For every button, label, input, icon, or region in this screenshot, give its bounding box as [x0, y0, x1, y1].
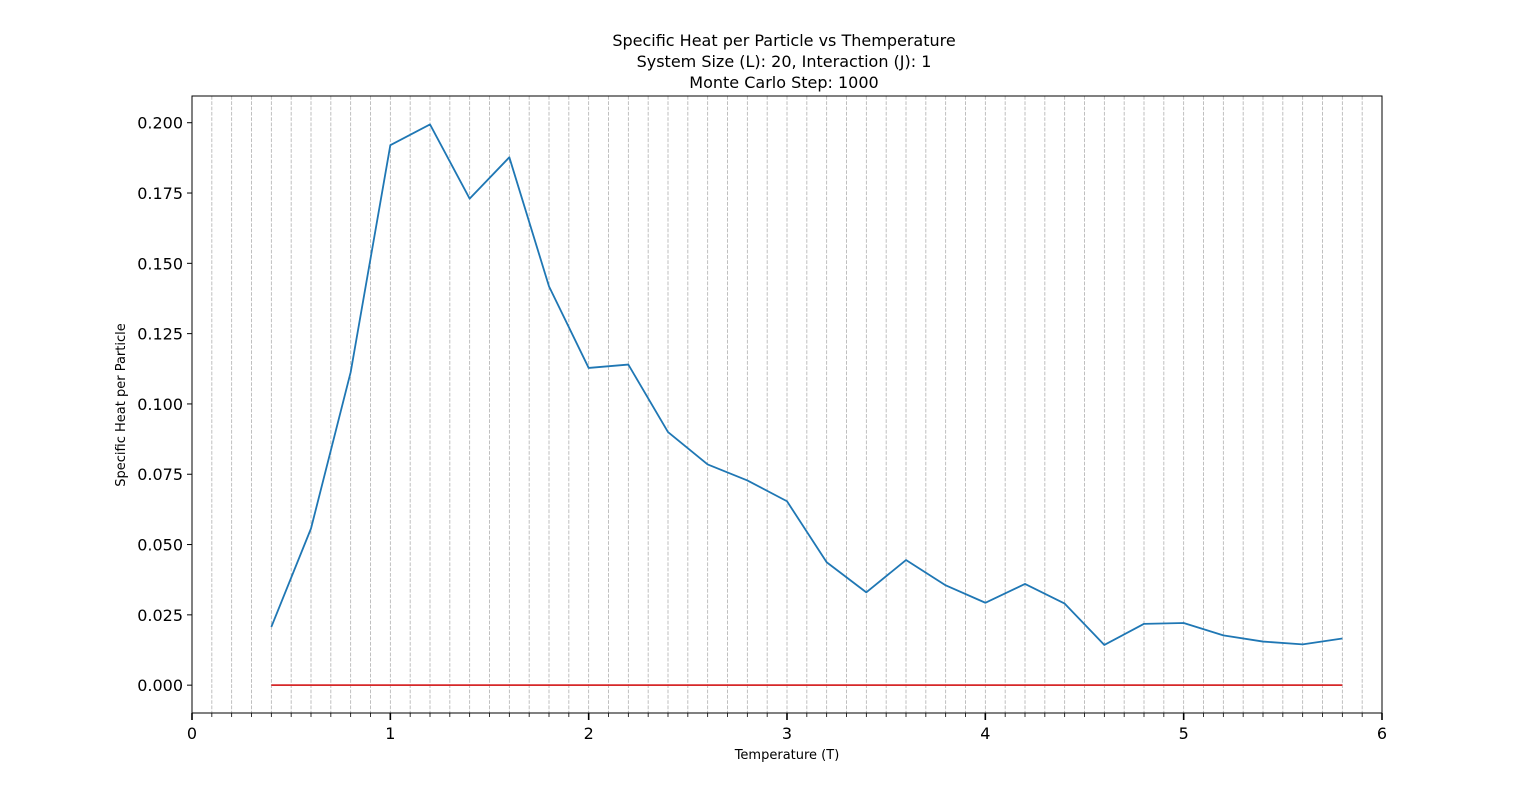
- y-tick-label: 0.175: [137, 184, 183, 203]
- x-tick-label: 1: [385, 724, 395, 743]
- y-tick-label: 0.125: [137, 325, 183, 344]
- grid-lines: [211, 96, 1363, 713]
- chart-title-line-3: Monte Carlo Step: 1000: [689, 73, 878, 92]
- x-tick-label: 0: [187, 724, 197, 743]
- x-tick-label: 2: [584, 724, 594, 743]
- y-tick-label: 0.100: [137, 395, 183, 414]
- y-tick-label: 0.075: [137, 465, 183, 484]
- x-tick-label: 4: [980, 724, 990, 743]
- x-tick-label: 5: [1179, 724, 1189, 743]
- x-tick-label: 3: [782, 724, 792, 743]
- chart-title-line-1: Specific Heat per Particle vs Themperatu…: [612, 31, 955, 50]
- y-tick-label: 0.200: [137, 114, 183, 133]
- series-line-1: [270, 123, 1343, 646]
- data-series: [270, 123, 1343, 687]
- y-axis-ticks: 0.000 0.025 0.050 0.075 0.100 0.125 0.150 0.175…: [137, 114, 192, 695]
- y-tick-label: 0.025: [137, 606, 183, 625]
- y-tick-label: 0.150: [137, 254, 183, 273]
- x-axis-label: Temperature (T): [734, 748, 840, 763]
- x-axis-ticks: 0 1 2 3 4 5 6: [187, 713, 1387, 743]
- chart-title-line-2: System Size (L): 20, Interaction (J): 1: [637, 52, 932, 71]
- y-tick-label: 0.050: [137, 536, 183, 555]
- y-tick-label: 0.000: [137, 676, 183, 695]
- x-tick-label: 6: [1377, 724, 1387, 743]
- y-axis-label: Specific Heat per Particle: [114, 323, 129, 486]
